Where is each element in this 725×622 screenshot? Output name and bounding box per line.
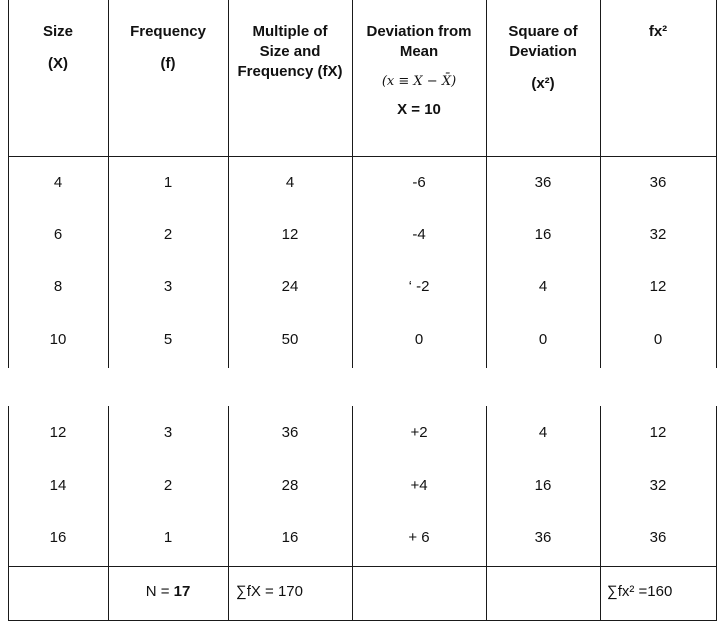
total-sum-fx: ∑fX = 170 <box>236 583 303 600</box>
cell-square: 36 <box>534 529 552 546</box>
header-multiple-line2: Size and <box>259 43 321 60</box>
cell-square: 4 <box>538 278 548 295</box>
header-frequency-symbol: (f) <box>160 55 176 72</box>
cell-fx2: 12 <box>649 424 667 441</box>
cell-frequency: 2 <box>163 226 173 243</box>
cell-frequency: 1 <box>163 174 173 191</box>
cell-fx2: 36 <box>649 529 667 546</box>
column-divider <box>8 0 9 368</box>
cell-deviation: +2 <box>410 424 428 441</box>
column-divider <box>228 406 229 621</box>
cell-square: 16 <box>534 477 552 494</box>
header-multiple: Multiple of Size and Frequency (fX) <box>228 22 352 82</box>
cell-multiple: 16 <box>281 529 299 546</box>
header-multiple-line3: Frequency (fX) <box>237 63 343 80</box>
total-n: N = 17 <box>108 581 228 603</box>
cell-size: 6 <box>53 226 63 243</box>
totals-rule <box>8 566 717 567</box>
column-divider <box>716 0 717 368</box>
cell-square: 4 <box>538 424 548 441</box>
header-deviation: Deviation from Mean (x ≡ X − X̄) X = 10 <box>352 22 486 120</box>
cell-multiple: 24 <box>281 278 299 295</box>
cell-multiple: 28 <box>281 477 299 494</box>
header-square-line2: Deviation <box>509 43 577 60</box>
cell-deviation: 0 <box>414 331 424 348</box>
cell-size: 14 <box>49 477 67 494</box>
cell-fx2: 36 <box>649 174 667 191</box>
cell-fx2: 32 <box>649 477 667 494</box>
cell-square: 36 <box>534 174 552 191</box>
header-size: Size (X) <box>8 22 108 74</box>
column-divider <box>486 406 487 621</box>
cell-frequency: 5 <box>163 331 173 348</box>
cell-deviation: +4 <box>410 477 428 494</box>
cell-size: 4 <box>53 174 63 191</box>
cell-fx2: 0 <box>653 331 663 348</box>
cell-frequency: 3 <box>163 424 173 441</box>
header-square-line3: (x²) <box>531 75 555 92</box>
column-divider <box>108 406 109 621</box>
column-divider <box>600 0 601 368</box>
header-deviation-line1: Deviation from <box>366 23 472 40</box>
cell-square: 16 <box>534 226 552 243</box>
header-fx2: fx² <box>600 22 716 42</box>
header-frequency: Frequency (f) <box>108 22 228 74</box>
header-multiple-line1: Multiple of <box>252 23 328 40</box>
cell-size: 8 <box>53 278 63 295</box>
total-n-label: N = <box>145 583 174 600</box>
cell-multiple: 50 <box>281 331 299 348</box>
column-divider <box>600 406 601 621</box>
cell-multiple: 4 <box>285 174 295 191</box>
cell-deviation: ‘ -2 <box>408 278 430 295</box>
header-deviation-line2: Mean <box>399 43 439 60</box>
cell-frequency: 2 <box>163 477 173 494</box>
bottom-rule <box>8 620 717 621</box>
header-size-title: Size <box>42 23 73 40</box>
cell-square: 0 <box>538 331 548 348</box>
header-square-line1: Square of <box>508 23 578 40</box>
column-divider <box>716 406 717 621</box>
cell-fx2: 32 <box>649 226 667 243</box>
cell-multiple: 36 <box>281 424 299 441</box>
column-divider <box>228 0 229 368</box>
header-size-symbol: (X) <box>48 55 68 72</box>
cell-deviation: -6 <box>412 174 426 191</box>
total-n-value: 17 <box>173 583 191 600</box>
column-divider <box>486 0 487 368</box>
cell-size: 12 <box>49 424 67 441</box>
cell-deviation: + 6 <box>408 529 430 546</box>
column-divider <box>352 406 353 621</box>
cell-frequency: 3 <box>163 278 173 295</box>
header-deviation-mean: X = 10 <box>397 101 441 118</box>
header-fx2-title: fx² <box>648 23 668 40</box>
column-divider <box>8 406 9 621</box>
cell-size: 16 <box>49 529 67 546</box>
cell-frequency: 1 <box>163 529 173 546</box>
header-square: Square of Deviation (x²) <box>486 22 600 94</box>
header-frequency-title: Frequency <box>130 23 206 40</box>
column-divider <box>108 0 109 368</box>
column-divider <box>352 0 353 368</box>
cell-fx2: 12 <box>649 278 667 295</box>
cell-deviation: -4 <box>412 226 426 243</box>
cell-multiple: 12 <box>281 226 299 243</box>
header-deviation-formula: (x ≡ X − X̄) <box>381 74 457 89</box>
header-rule <box>8 156 717 157</box>
total-sum-fx2: ∑fx² =160 <box>607 583 673 600</box>
cell-size: 10 <box>49 331 67 348</box>
